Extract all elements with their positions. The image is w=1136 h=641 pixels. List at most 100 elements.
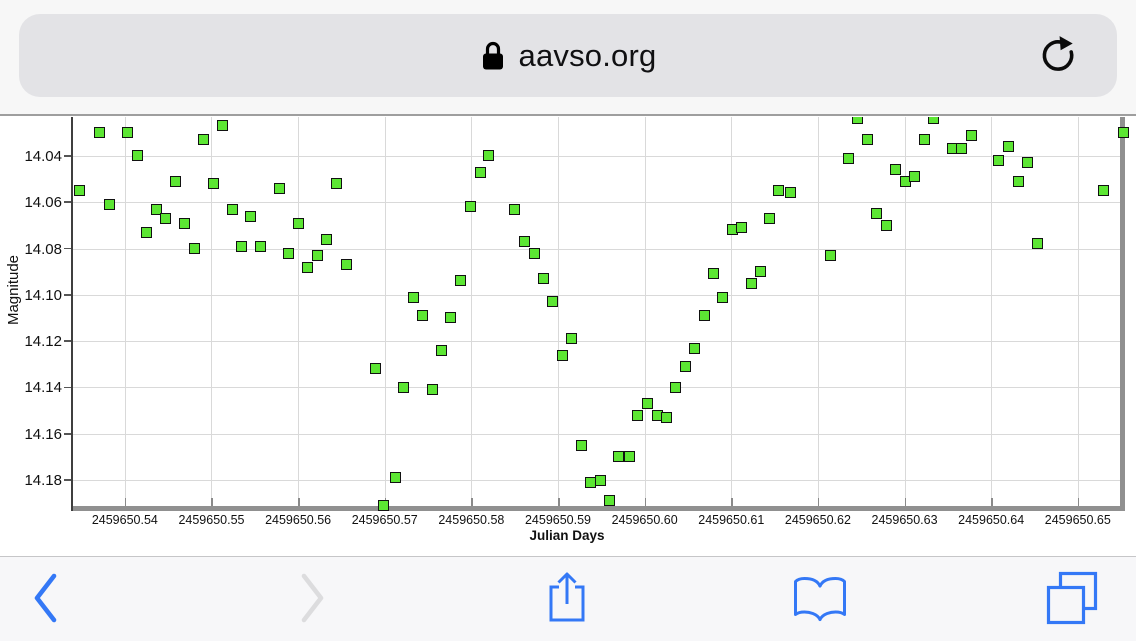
y-axis-line — [70, 117, 73, 511]
data-point — [880, 219, 892, 231]
gridline-horizontal — [72, 248, 1124, 250]
data-point — [1032, 238, 1044, 250]
x-tick-label: 2459650.56 — [265, 513, 332, 527]
x-tick-label: 2459650.54 — [91, 513, 158, 527]
data-point — [547, 296, 559, 308]
gridline-horizontal — [72, 155, 1124, 157]
data-point — [292, 217, 304, 229]
data-point — [150, 203, 162, 215]
gridline-vertical — [384, 117, 386, 511]
gridline-vertical — [211, 117, 213, 511]
data-point — [890, 164, 902, 176]
data-point — [198, 134, 210, 146]
y-tick-label: 14.14 — [24, 379, 62, 397]
data-point — [784, 187, 796, 199]
data-point — [632, 409, 644, 421]
data-point — [321, 233, 333, 245]
plot-right-border — [1120, 117, 1125, 511]
data-point — [842, 152, 854, 164]
data-point — [537, 273, 549, 285]
data-point — [132, 150, 144, 162]
x-tick-label: 2459650.61 — [698, 513, 765, 527]
x-axis-line — [72, 506, 1125, 511]
data-point — [1118, 127, 1130, 139]
gridline-horizontal — [72, 341, 1124, 343]
y-tick — [64, 479, 71, 481]
y-tick — [64, 155, 71, 157]
data-point — [509, 203, 521, 215]
data-point — [103, 199, 115, 211]
back-chevron-icon[interactable] — [33, 573, 59, 628]
y-tick-label: 14.04 — [24, 147, 62, 165]
data-point — [603, 495, 615, 507]
gridline-vertical — [904, 117, 906, 511]
y-tick — [64, 201, 71, 203]
data-point — [369, 363, 381, 375]
data-point — [575, 439, 587, 451]
data-point — [236, 240, 248, 252]
data-point — [584, 476, 596, 488]
x-tick — [904, 498, 907, 506]
data-point — [74, 185, 86, 197]
x-tick — [298, 498, 300, 506]
data-point — [188, 243, 200, 255]
data-point — [244, 210, 256, 222]
data-point — [927, 117, 939, 125]
plot-area — [72, 117, 1131, 511]
data-point — [824, 249, 836, 261]
lock-icon — [480, 39, 506, 73]
data-point — [436, 344, 448, 356]
gridline-horizontal — [72, 294, 1124, 296]
data-point — [273, 182, 285, 194]
data-point — [852, 117, 864, 125]
data-point — [302, 261, 314, 273]
data-point — [679, 361, 691, 373]
y-tick — [64, 340, 71, 342]
data-point — [956, 143, 968, 155]
gridline-vertical — [298, 117, 300, 511]
x-tick — [991, 498, 993, 506]
gridline-vertical — [731, 117, 733, 511]
data-point — [398, 381, 410, 393]
x-tick-label: 2459650.62 — [784, 513, 851, 527]
x-tick-label: 2459650.58 — [438, 513, 505, 527]
data-point — [736, 222, 748, 234]
share-icon[interactable] — [543, 568, 591, 631]
data-point — [861, 134, 873, 146]
data-point — [283, 247, 295, 259]
data-point — [871, 208, 883, 220]
y-tick-label: 14.18 — [24, 472, 62, 490]
data-point — [1012, 175, 1024, 187]
gridline-vertical — [1077, 117, 1079, 511]
data-point — [407, 291, 419, 303]
data-point — [707, 268, 719, 280]
data-point — [594, 474, 606, 486]
data-point — [688, 342, 700, 354]
data-point — [745, 277, 757, 289]
x-tick-label: 2459650.63 — [871, 513, 938, 527]
data-point — [613, 451, 625, 463]
x-tick — [558, 498, 560, 506]
data-point — [566, 333, 578, 345]
data-point — [426, 384, 438, 396]
url-bar[interactable]: aavso.org — [19, 14, 1117, 97]
data-point — [445, 312, 457, 324]
data-point — [455, 275, 467, 287]
gridline-vertical — [817, 117, 819, 511]
data-point — [908, 171, 920, 183]
x-tick — [644, 498, 647, 506]
x-tick — [1077, 498, 1080, 506]
data-point — [389, 472, 401, 484]
data-point — [556, 349, 568, 361]
x-tick-label: 2459650.60 — [611, 513, 678, 527]
data-point — [965, 129, 977, 141]
tabs-icon[interactable] — [1045, 570, 1099, 631]
data-point — [207, 178, 219, 190]
reload-icon[interactable] — [1037, 34, 1079, 76]
data-point — [773, 185, 785, 197]
data-point — [179, 217, 191, 229]
bookmarks-icon[interactable] — [792, 574, 848, 629]
data-point — [529, 247, 541, 259]
data-point — [755, 266, 767, 278]
data-point — [698, 310, 710, 322]
